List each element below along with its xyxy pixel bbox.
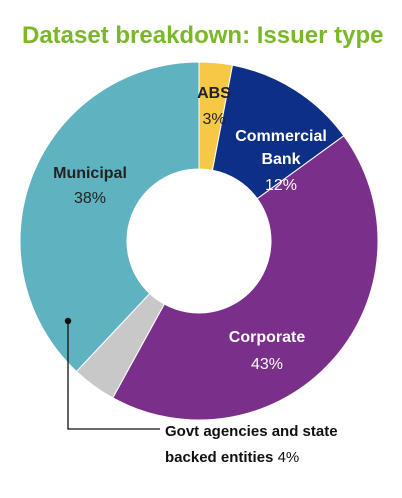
label-municipal-name: Municipal: [53, 165, 127, 182]
slice-commercial-bank: [211, 64, 345, 200]
label-municipal-pct: 38%: [74, 190, 106, 207]
slice-corporate: [112, 135, 379, 421]
label-bank-name-line1: Commercial: [235, 128, 327, 145]
label-abs-pct: 3%: [202, 111, 225, 128]
callout-line: [67, 321, 160, 430]
label-corporate-name: Corporate: [229, 329, 306, 346]
label-govt-line2: backed entities 4%: [165, 449, 299, 466]
label-bank-name-line2: Bank: [261, 151, 300, 168]
chart-title: Dataset breakdown: Issuer type: [22, 22, 383, 49]
donut-slices: [19, 61, 379, 421]
slice-municipal: [19, 61, 200, 373]
govt-callout: [64, 317, 160, 430]
label-bank-pct: 12%: [265, 177, 297, 194]
label-govt-line2-text: backed entities: [165, 449, 273, 466]
label-govt-pct: 4%: [278, 449, 300, 466]
label-abs-name: ABS: [197, 85, 231, 102]
label-govt-line1: Govt agencies and state: [165, 423, 338, 440]
label-corporate-pct: 43%: [251, 356, 283, 373]
